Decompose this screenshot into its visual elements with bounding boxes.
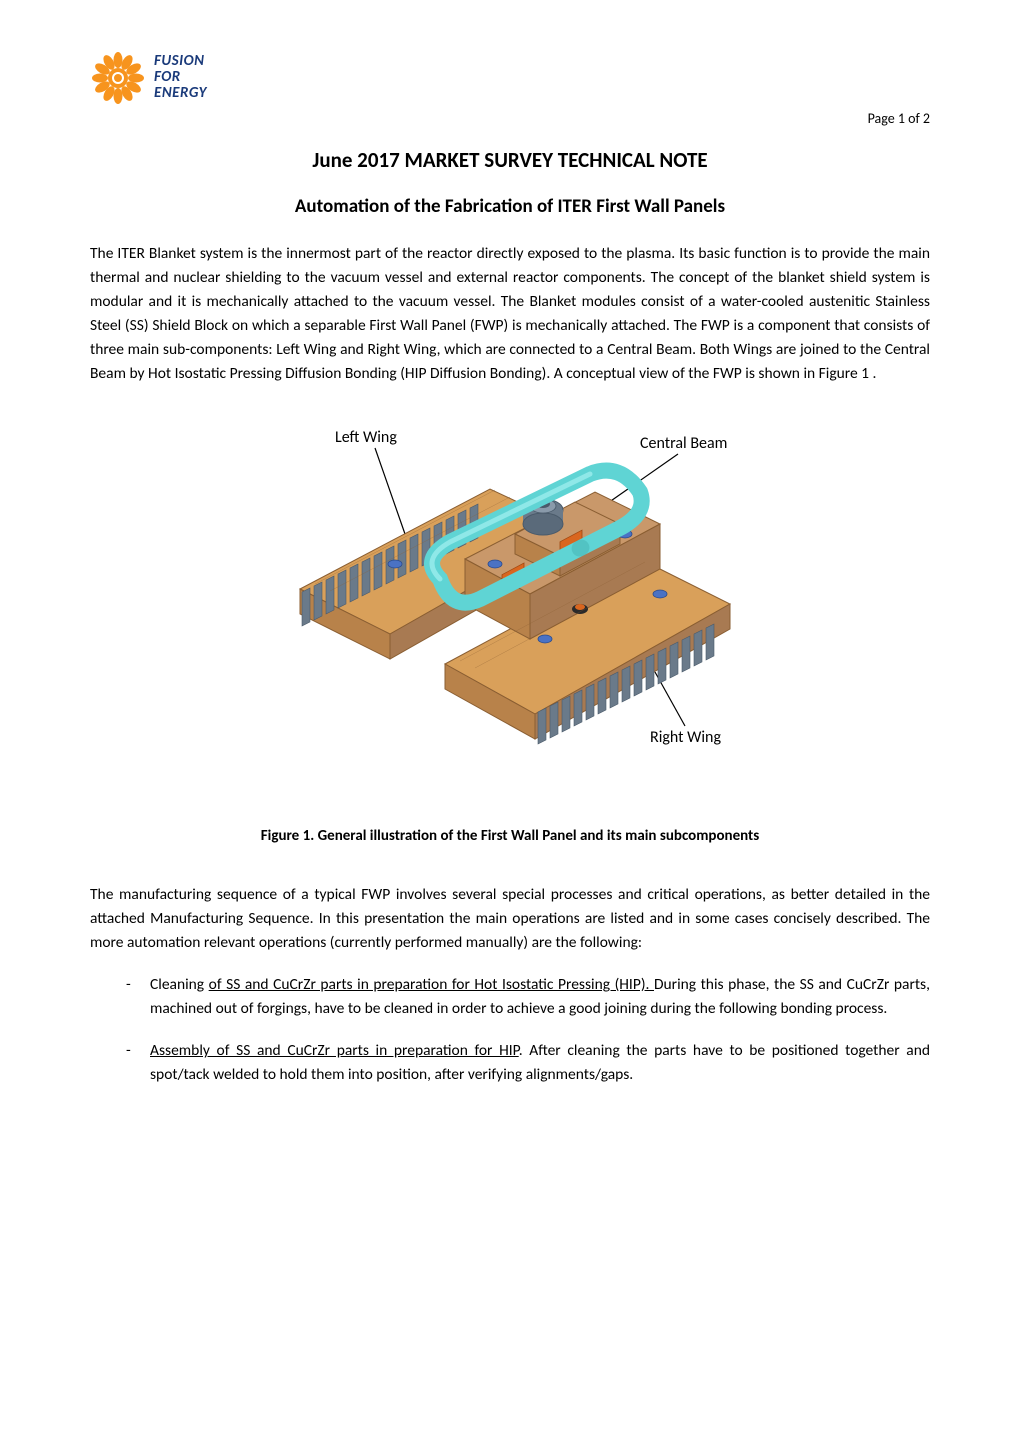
document-subtitle: Automation of the Fabrication of ITER Fi… [90, 195, 930, 218]
figure-1: Left Wing Central Beam Right Wing [90, 414, 930, 845]
fusion-logo-icon [90, 50, 146, 106]
second-paragraph: The manufacturing sequence of a typical … [90, 883, 930, 955]
fwp-diagram: Left Wing Central Beam Right Wing [240, 414, 780, 794]
operation-item-2: Assembly of SS and CuCrZr parts in prepa… [126, 1039, 930, 1087]
logo-text: FUSION FOR ENERGY [154, 54, 207, 101]
intro-paragraph: The ITER Blanket system is the innermost… [90, 242, 930, 386]
page-header: FUSION FOR ENERGY Page 1 of 2 [90, 50, 930, 127]
figure-caption: Figure 1. General illustration of the Fi… [90, 827, 930, 845]
operations-list: Cleaning of SS and CuCrZr parts in prepa… [90, 973, 930, 1087]
label-left-wing: Left Wing [335, 428, 397, 447]
op1-underlined: of SS and CuCrZr parts in preparation fo… [209, 975, 654, 994]
op1-prefix: Cleaning [150, 975, 209, 994]
bolt-hole [388, 560, 402, 568]
page-number: Page 1 of 2 [868, 110, 930, 127]
op2-underlined: Assembly of SS and CuCrZr parts in prepa… [150, 1041, 519, 1060]
bolt-hole [538, 635, 552, 643]
label-right-wing: Right Wing [650, 728, 721, 747]
operation-item-1: Cleaning of SS and CuCrZr parts in prepa… [126, 973, 930, 1021]
label-central-beam: Central Beam [640, 434, 727, 453]
logo: FUSION FOR ENERGY [90, 50, 207, 106]
bolt-hole [653, 590, 667, 598]
logo-line-3: ENERGY [154, 86, 207, 102]
document-title: June 2017 MARKET SURVEY TECHNICAL NOTE [90, 147, 930, 173]
